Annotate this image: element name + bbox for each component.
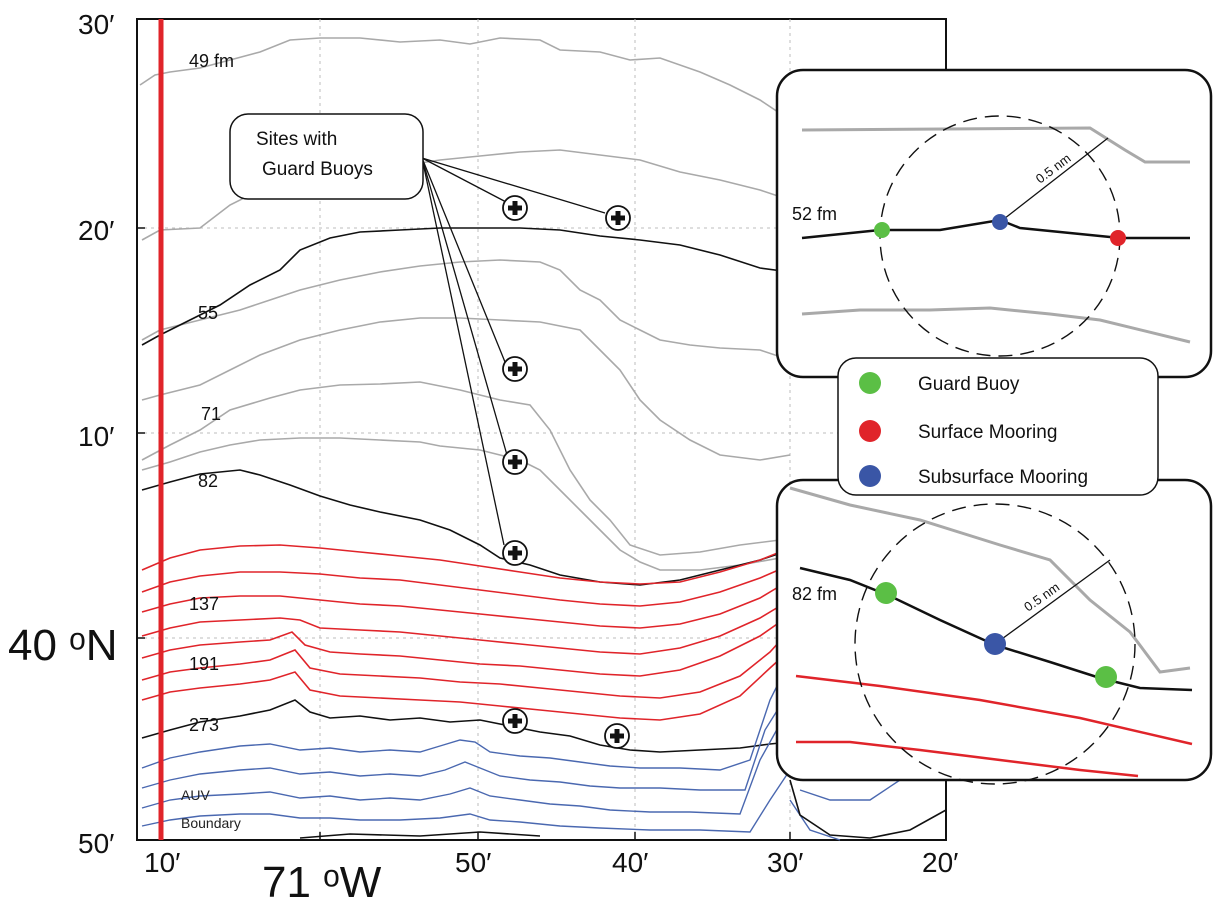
callout-line1: Sites with xyxy=(256,129,337,150)
x-tick-20: 20′ xyxy=(922,847,958,878)
inset-top-depth-label: 52 fm xyxy=(792,204,837,224)
site-marker[interactable] xyxy=(502,449,528,475)
site-marker[interactable] xyxy=(502,195,528,221)
auv-boundary-label-1: AUV xyxy=(181,787,210,803)
site-marker[interactable] xyxy=(502,708,528,734)
legend-surface-mooring-swatch xyxy=(859,420,881,442)
callout-line2: Guard Buoys xyxy=(262,159,373,180)
callout-leaders xyxy=(421,157,606,546)
guard-buoy-dot xyxy=(874,222,890,238)
y-tick-20: 20′ xyxy=(78,215,114,246)
y-tick-10: 10′ xyxy=(78,421,114,452)
guard-buoy-dot xyxy=(875,582,897,604)
x-tick-50: 50′ xyxy=(455,847,491,878)
gray-contours xyxy=(139,37,947,571)
legend-subsurface-mooring-swatch xyxy=(859,465,881,487)
site-marker[interactable] xyxy=(502,356,528,382)
black-contours xyxy=(141,227,791,753)
site-markers xyxy=(502,195,631,749)
x-tick-30: 30′ xyxy=(767,847,803,878)
x-tick-10: 10′ xyxy=(144,847,180,878)
legend-guard-buoy-label: Guard Buoy xyxy=(918,374,1020,395)
y-tick-50: 50′ xyxy=(78,828,114,859)
subsurface-mooring-dot xyxy=(992,214,1008,230)
legend-subsurface-mooring-label: Subsurface Mooring xyxy=(918,467,1088,488)
x-tick-40: 40′ xyxy=(612,847,648,878)
y-tick-30: 30′ xyxy=(78,9,114,40)
inset-bottom-depth-label: 82 fm xyxy=(792,584,837,604)
legend: Guard Buoy Surface Mooring Subsurface Mo… xyxy=(837,357,1159,496)
contour-label-82: 82 xyxy=(198,471,218,491)
contour-label-71: 71 xyxy=(201,404,221,424)
inset-bottom: 0.5 nm 82 fm xyxy=(775,478,1213,785)
guard-buoy-dot xyxy=(1095,666,1117,688)
red-contours xyxy=(141,544,791,721)
subsurface-mooring-dot xyxy=(984,633,1006,655)
surface-mooring-dot xyxy=(1110,230,1126,246)
site-marker[interactable] xyxy=(502,540,528,566)
contour-label-55: 55 xyxy=(198,303,218,323)
callout-box xyxy=(229,113,424,200)
contour-label-49: 49 fm xyxy=(189,51,234,71)
inset-top: 0.5 nm 52 fm xyxy=(775,68,1213,379)
site-marker[interactable] xyxy=(605,205,631,231)
lon-label: 71 ᵒW xyxy=(262,858,382,903)
contour-label-273: 273 xyxy=(189,715,219,735)
legend-guard-buoy-swatch xyxy=(859,372,881,394)
auv-boundary-label-2: Boundary xyxy=(181,815,241,831)
contour-label-137: 137 xyxy=(189,594,219,614)
blue-contours xyxy=(141,659,947,841)
legend-surface-mooring-label: Surface Mooring xyxy=(918,422,1057,443)
site-marker[interactable] xyxy=(604,723,630,749)
contour-label-191: 191 xyxy=(189,654,219,674)
lat-label: 40 ᵒN xyxy=(8,621,118,670)
